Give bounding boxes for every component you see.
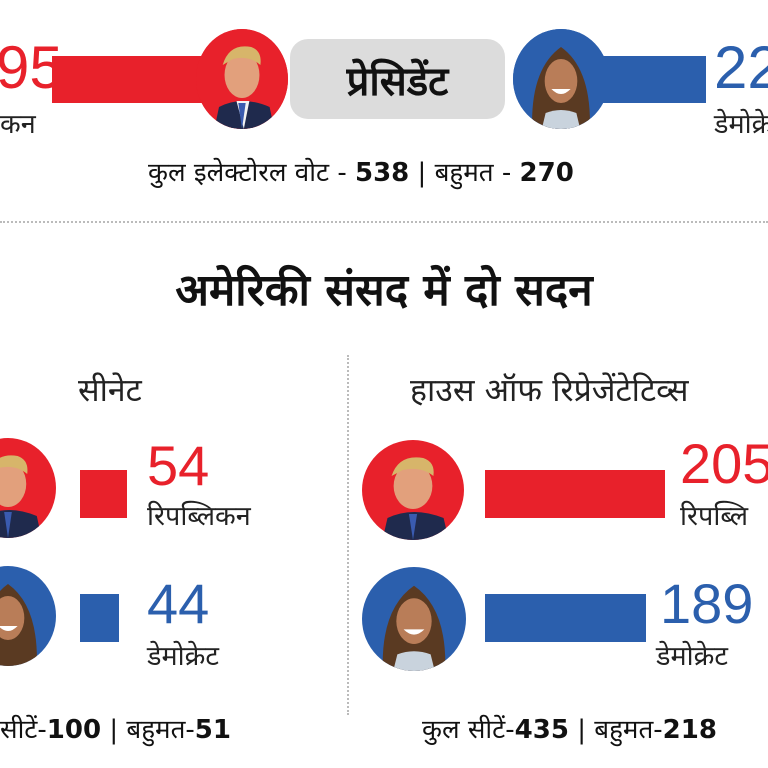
- harris-avatar-icon: [0, 566, 56, 666]
- president-democrat-votes: 22: [714, 34, 768, 101]
- house-majority: 218: [662, 715, 717, 745]
- majority-label: बहुमत-: [594, 715, 663, 745]
- footer-prefix: कुल इलेक्टोरल वोट -: [148, 158, 355, 188]
- senate-title: सीनेट: [78, 371, 142, 409]
- majority-label: बहुमत -: [434, 158, 520, 188]
- senate-republican-label: रिपब्लिकन: [147, 501, 251, 532]
- house-footer: कुल सीटें-435 | बहुमत-218: [422, 710, 717, 746]
- president-democrat-bar: [600, 56, 706, 103]
- senate-republican-bar: [80, 470, 127, 518]
- majority-votes: 270: [519, 158, 574, 188]
- house-republican-bar: [485, 470, 665, 518]
- house-republican-seats: 205: [680, 432, 768, 495]
- harris-avatar-icon: [513, 29, 609, 129]
- president-title: प्रेसिडेंट: [290, 39, 505, 119]
- house-democrat-seats: 189: [660, 572, 754, 635]
- majority-label: बहुमत-: [126, 715, 195, 745]
- trump-avatar-icon: [0, 438, 56, 538]
- president-republican-label: कन: [0, 109, 36, 140]
- senate-democrat-seats: 44: [147, 572, 210, 635]
- senate-democrat-label: डेमोक्रेट: [147, 641, 219, 672]
- president-footer: कुल इलेक्टोरल वोट - 538 | बहुमत - 270: [148, 153, 574, 189]
- footer-separator: |: [409, 158, 435, 188]
- column-divider: [347, 355, 349, 715]
- house-democrat-label: डेमोक्रेट: [656, 641, 728, 672]
- senate-footer: सीटें-100 | बहुमत-51: [0, 710, 231, 746]
- senate-democrat-bar: [80, 594, 119, 642]
- president-democrat-label: डेमोक्रे: [714, 109, 768, 140]
- trump-avatar-icon: [196, 29, 288, 129]
- house-democrat-bar: [485, 594, 646, 642]
- house-total-seats: 435: [514, 715, 569, 745]
- section-divider: [0, 221, 768, 223]
- footer-separator: |: [101, 715, 127, 745]
- footer-prefix: सीटें-: [0, 715, 47, 745]
- senate-total-seats: 100: [46, 715, 102, 745]
- total-electoral-votes: 538: [355, 158, 410, 188]
- senate-republican-seats: 54: [147, 434, 210, 497]
- footer-separator: |: [568, 715, 595, 745]
- trump-avatar-icon: [362, 440, 464, 540]
- senate-majority: 51: [194, 715, 231, 745]
- footer-prefix: कुल सीटें-: [422, 715, 515, 745]
- congress-heading: अमेरिकी संसद में दो सदन: [175, 265, 593, 316]
- harris-avatar-icon: [362, 567, 466, 671]
- house-title: हाउस ऑफ रिप्रेजेंटेटिव्स: [410, 371, 689, 409]
- house-republican-label: रिपब्लि: [680, 501, 749, 532]
